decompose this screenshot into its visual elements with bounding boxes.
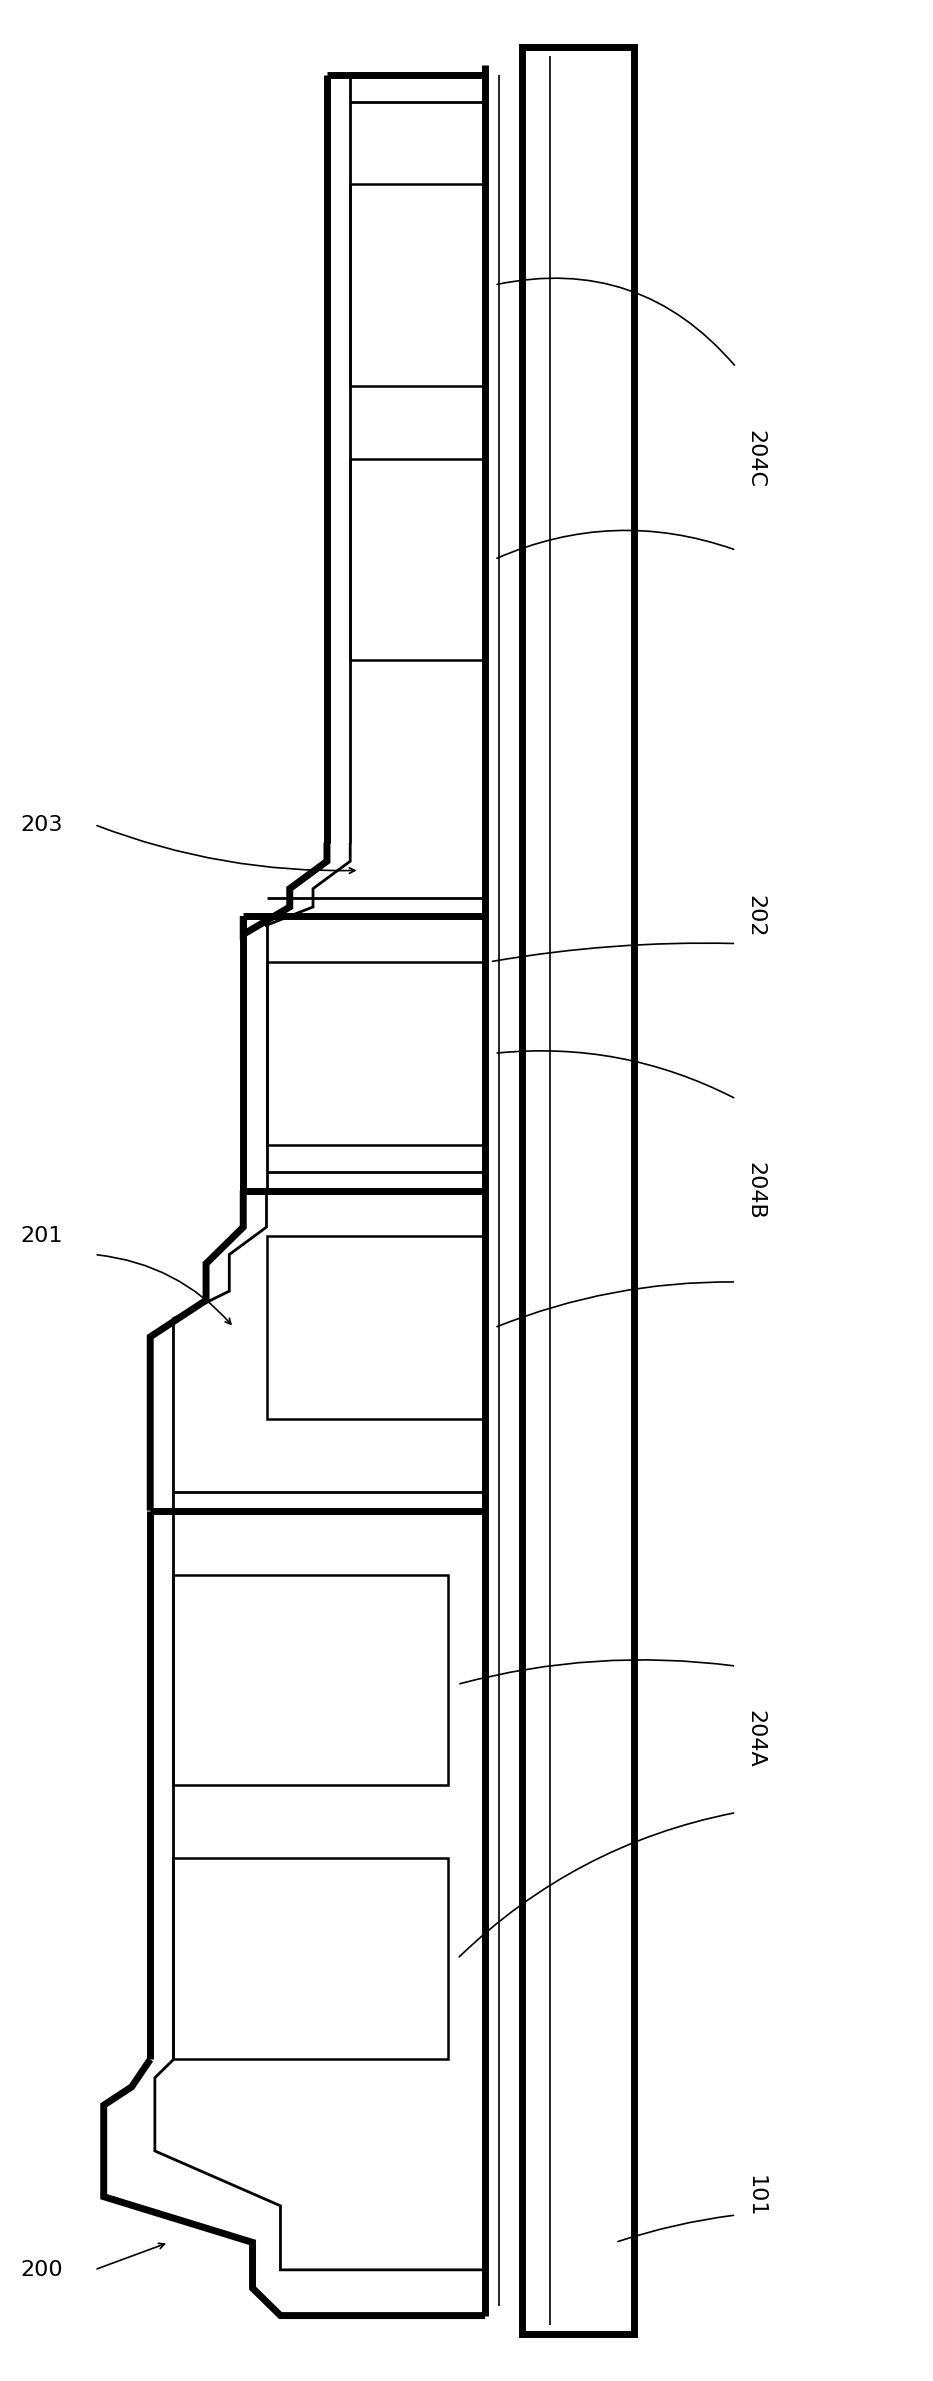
- Bar: [350, 460, 485, 660]
- Bar: [350, 183, 485, 386]
- Bar: [522, 48, 634, 2333]
- Text: 204A: 204A: [745, 1710, 766, 1769]
- Text: 202: 202: [745, 895, 766, 938]
- Text: 204C: 204C: [745, 429, 766, 488]
- Text: 201: 201: [20, 1226, 63, 1245]
- Bar: [267, 1236, 485, 1419]
- Bar: [174, 1574, 448, 1786]
- Bar: [267, 962, 485, 1145]
- Text: 204B: 204B: [745, 1162, 766, 1219]
- Text: 101: 101: [745, 2176, 766, 2219]
- Bar: [174, 1857, 448, 2060]
- Text: 203: 203: [20, 814, 63, 836]
- Text: 200: 200: [20, 2260, 63, 2281]
